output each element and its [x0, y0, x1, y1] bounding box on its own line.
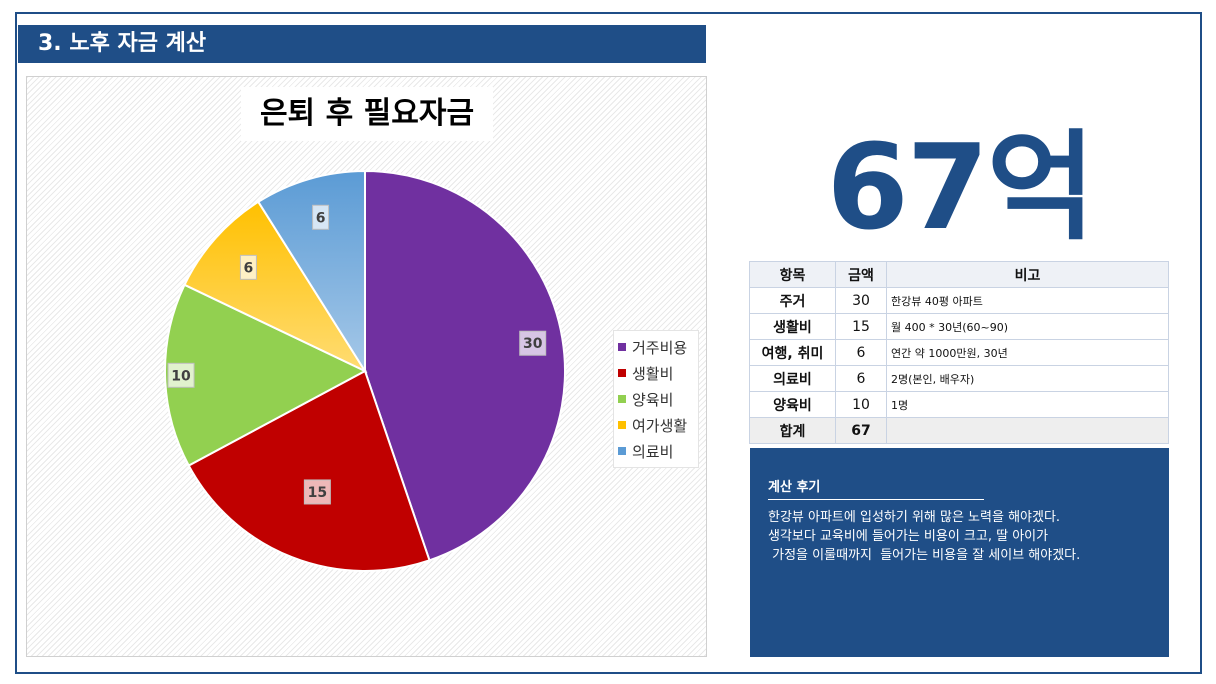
- review-line: 한강뷰 아파트에 입성하기 위해 많은 노력을 해야겠다.: [768, 510, 1061, 525]
- row-note: 연간 약 1000만원, 30년: [886, 339, 1169, 366]
- row-amount: 10: [835, 391, 887, 418]
- row-note: 1명: [886, 391, 1169, 418]
- pie-slice-4: [256, 169, 366, 375]
- total-amount-display: 67억: [826, 118, 1096, 256]
- legend-label-3: 여가생활: [632, 416, 688, 435]
- table-total-row: 합계 67: [749, 417, 1169, 444]
- legend-item-1: 생활비: [618, 360, 694, 386]
- pie-slice-1: [187, 369, 431, 572]
- legend-swatch-1: [618, 369, 626, 377]
- data-label-2: 10: [167, 362, 195, 388]
- chart-title: 은퇴 후 필요자금: [241, 87, 493, 141]
- total-label: 합계: [749, 417, 836, 444]
- legend-label-4: 의료비: [632, 442, 674, 461]
- pie-slice-2: [164, 283, 368, 467]
- row-note: 2명(본인, 배우자): [886, 365, 1169, 392]
- row-item: 주거: [749, 287, 836, 314]
- legend-item-3: 여가생활: [618, 412, 694, 438]
- svg-text:6: 6: [316, 210, 326, 226]
- table-row: 여행, 취미 6 연간 약 1000만원, 30년: [749, 339, 1169, 366]
- data-label-3: 6: [239, 254, 257, 280]
- svg-text:15: 15: [308, 485, 327, 501]
- row-amount: 6: [835, 339, 887, 366]
- data-label-1: 15: [303, 479, 331, 505]
- review-line: 가정을 이룰때까지 들어가는 비용을 잘 세이브 해야겠다.: [768, 548, 1081, 563]
- column-header-note: 비고: [886, 261, 1169, 288]
- column-header-amount: 금액: [835, 261, 887, 288]
- legend-swatch-3: [618, 421, 626, 429]
- row-item: 의료비: [749, 365, 836, 392]
- chart-legend: 거주비용 생활비 양육비 여가생활 의료비: [613, 330, 699, 468]
- legend-label-2: 양육비: [632, 390, 674, 409]
- review-line: 생각보다 교육비에 들어가는 비용이 크고, 딸 아이가: [768, 529, 1049, 544]
- table-row: 생활비 15 월 400 * 30년(60~90): [749, 313, 1169, 340]
- review-title: 계산 후기: [768, 476, 984, 500]
- table-header-row: 항목 금액 비고: [749, 261, 1169, 288]
- total-amount: 67: [835, 417, 887, 444]
- row-amount: 6: [835, 365, 887, 392]
- svg-text:10: 10: [171, 368, 191, 384]
- legend-item-2: 양육비: [618, 386, 694, 412]
- section-header: 3. 노후 자금 계산: [18, 25, 706, 63]
- pie-slice-3: [183, 200, 368, 374]
- legend-swatch-4: [618, 447, 626, 455]
- svg-text:6: 6: [244, 260, 254, 276]
- review-panel: 계산 후기 한강뷰 아파트에 입성하기 위해 많은 노력을 해야겠다. 생각보다…: [750, 448, 1169, 657]
- row-item: 양육비: [749, 391, 836, 418]
- row-note: 한강뷰 40평 아파트: [886, 287, 1169, 314]
- pie-slice-0: [364, 169, 566, 562]
- total-note: [886, 417, 1169, 444]
- row-item: 생활비: [749, 313, 836, 340]
- svg-text:30: 30: [523, 336, 543, 352]
- pie-chart-panel: 30 15 10 6 6 은퇴 후 필요자금 거주비용 생활비 양육비 여가생활 의료비: [26, 76, 707, 657]
- legend-label-1: 생활비: [632, 364, 674, 383]
- row-amount: 30: [835, 287, 887, 314]
- table-row: 의료비 6 2명(본인, 배우자): [749, 365, 1169, 392]
- legend-item-4: 의료비: [618, 438, 694, 464]
- column-header-item: 항목: [749, 261, 836, 288]
- cost-table: 항목 금액 비고 주거 30 한강뷰 40평 아파트 생활비 15 월 400 …: [749, 261, 1169, 444]
- row-amount: 15: [835, 313, 887, 340]
- legend-swatch-2: [618, 395, 626, 403]
- pie-chart: 30 15 10 6 6: [164, 169, 566, 572]
- data-label-0: 30: [519, 330, 547, 356]
- table-row: 주거 30 한강뷰 40평 아파트: [749, 287, 1169, 314]
- legend-label-0: 거주비용: [632, 338, 688, 357]
- table-row: 양육비 10 1명: [749, 391, 1169, 418]
- row-note: 월 400 * 30년(60~90): [886, 313, 1169, 340]
- legend-swatch-0: [618, 343, 626, 351]
- section-title: 3. 노후 자금 계산: [38, 31, 207, 56]
- legend-item-0: 거주비용: [618, 334, 694, 360]
- row-item: 여행, 취미: [749, 339, 836, 366]
- data-label-4: 6: [312, 204, 330, 230]
- review-body: 한강뷰 아파트에 입성하기 위해 많은 노력을 해야겠다. 생각보다 교육비에 …: [768, 508, 1151, 565]
